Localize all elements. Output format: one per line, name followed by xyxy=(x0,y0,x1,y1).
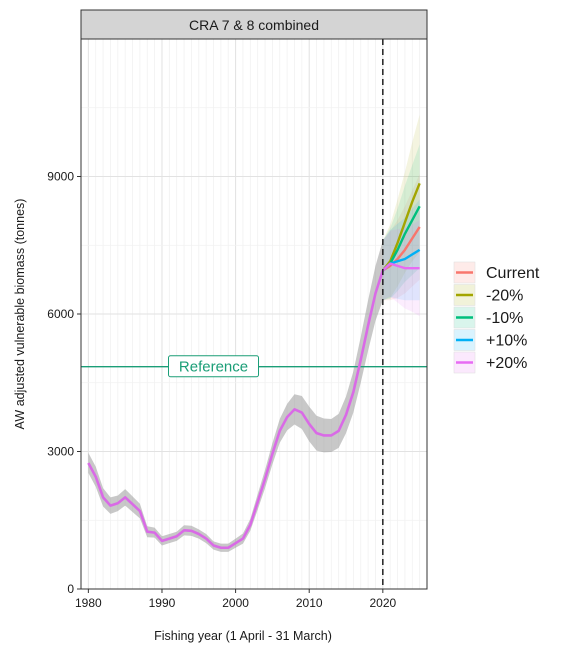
legend-label: Current xyxy=(486,265,540,282)
panel: Reference xyxy=(80,38,428,590)
x-axis: 1980 1990 2000 2010 2020 xyxy=(75,589,396,610)
series-lines xyxy=(87,182,421,550)
y-axis: 0 3000 6000 9000 xyxy=(47,170,81,596)
y-tick-label: 0 xyxy=(67,582,74,596)
legend-label: -20% xyxy=(486,288,523,305)
legend-item: Current xyxy=(453,261,540,284)
legend-label: +20% xyxy=(486,355,527,372)
historical-line xyxy=(87,270,385,550)
legend-item: +20% xyxy=(453,351,527,374)
legend-item: +10% xyxy=(453,329,527,351)
legend-label: -10% xyxy=(486,310,523,327)
y-tick-label: 9000 xyxy=(47,170,74,184)
x-tick-label: 2010 xyxy=(296,596,323,610)
x-tick-label: 1980 xyxy=(75,596,102,610)
legend-item: -10% xyxy=(453,306,523,329)
x-axis-title: Fishing year (1 April - 31 March) xyxy=(154,629,332,643)
reference-label: Reference xyxy=(179,359,248,376)
y-tick-label: 6000 xyxy=(47,307,74,321)
legend-item: -20% xyxy=(453,284,523,306)
y-axis-title: AW adjusted vulnerable biomass (tonnes) xyxy=(13,199,27,430)
series-line xyxy=(382,226,421,272)
panel-strip-background xyxy=(80,9,428,40)
reference-label-box xyxy=(168,355,260,378)
legend-label: +10% xyxy=(486,333,527,350)
reference-line-group: Reference xyxy=(81,355,427,378)
series-line xyxy=(381,182,421,272)
legend: Current -20% -10% +10% +20% xyxy=(453,261,540,374)
series-line xyxy=(382,262,420,272)
x-tick-label: 1990 xyxy=(149,596,176,610)
panel-strip: CRA 7 & 8 combined xyxy=(80,9,428,40)
y-tick-label: 3000 xyxy=(47,445,74,459)
x-tick-label: 2020 xyxy=(369,596,396,610)
x-tick-label: 2000 xyxy=(222,596,249,610)
panel-title: CRA 7 & 8 combined xyxy=(189,17,319,33)
